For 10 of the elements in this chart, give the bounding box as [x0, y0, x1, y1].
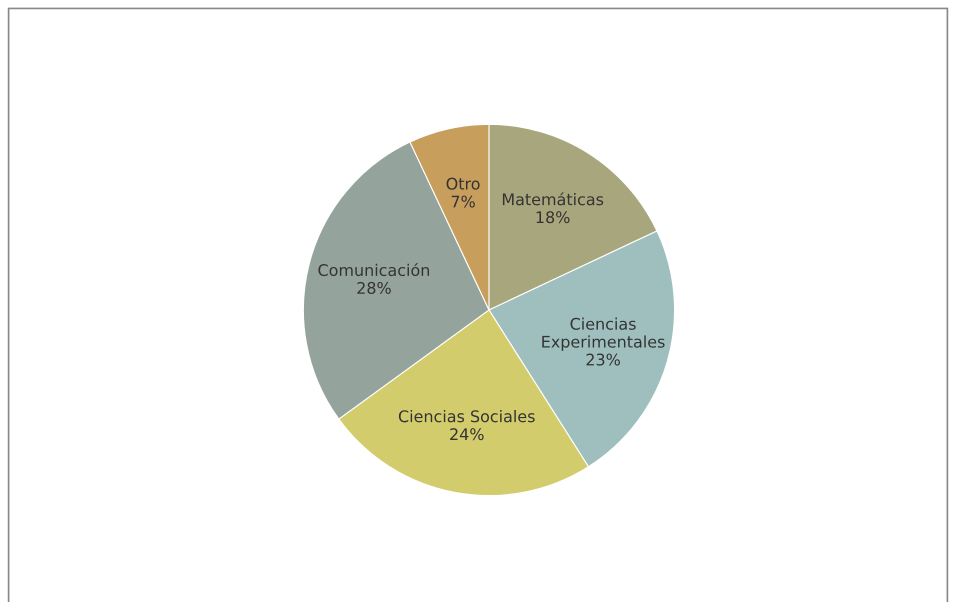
slice-label: Ciencias Experimentales: [542, 317, 665, 351]
slice-label: Matemáticas: [502, 192, 604, 206]
data-label: 18%: [536, 211, 570, 224]
data-label: 24%: [450, 428, 484, 440]
slice-label: Comunicación: [318, 263, 430, 276]
slice-label: Ciencias Sociales: [398, 410, 535, 422]
data-label: 28%: [357, 282, 391, 294]
data-label: 7%: [452, 196, 475, 208]
data-label: 23%: [586, 354, 620, 366]
slice-label: Otro: [446, 178, 480, 190]
